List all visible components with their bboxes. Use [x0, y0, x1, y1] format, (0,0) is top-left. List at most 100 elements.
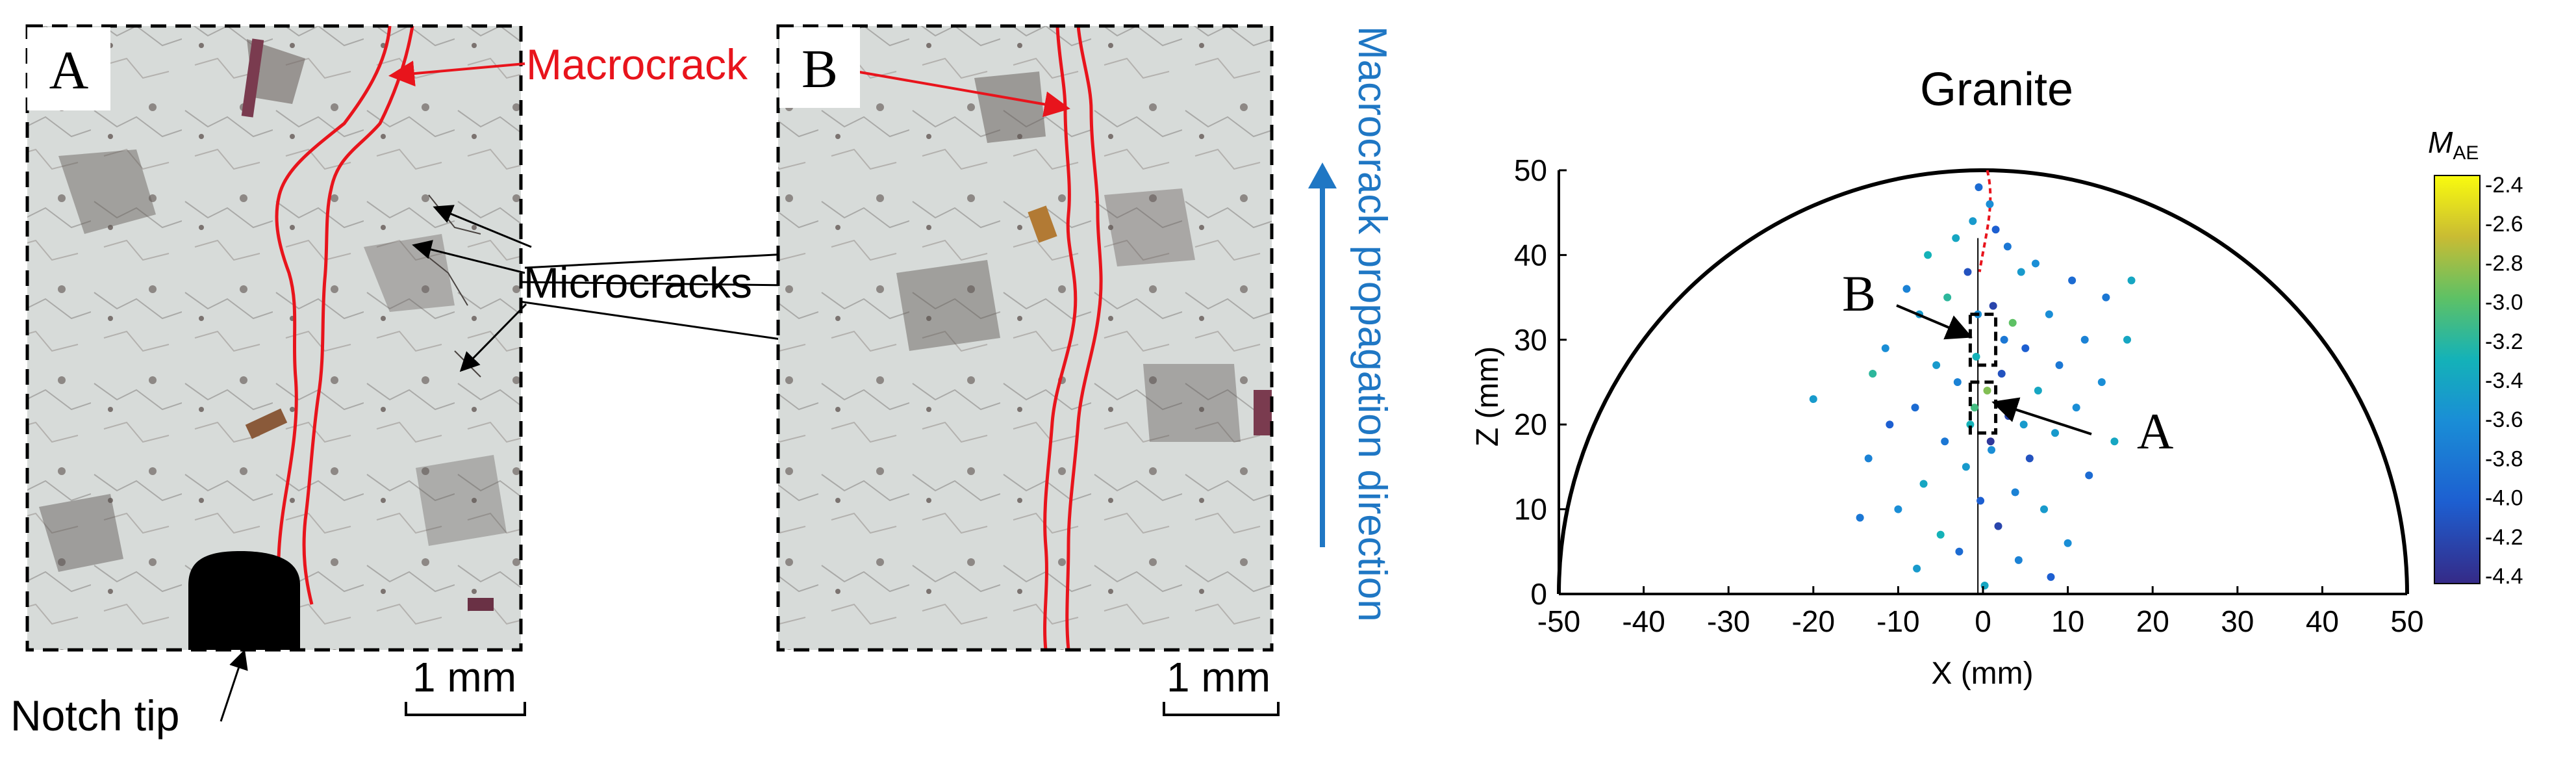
- ae-event-point: [1943, 293, 1952, 302]
- ae-event-point: [1976, 497, 1985, 505]
- panel-a-micrograph: [27, 26, 521, 650]
- ae-event-point: [1894, 505, 1902, 513]
- panel-a-letter-box: [27, 27, 110, 110]
- panel-a-grain-dark-4: [39, 494, 123, 572]
- colorbar-tick-label: -3.4: [2485, 368, 2523, 393]
- x-tick-label: -10: [1876, 604, 1919, 638]
- ae-event-point: [2011, 488, 2019, 497]
- x-tick-label: 20: [2136, 604, 2169, 638]
- ae-event-point: [1864, 454, 1873, 463]
- macrocrack-label: Macrocrack: [526, 40, 748, 88]
- ae-event-point: [1952, 234, 1960, 242]
- colorbar-tick-label: -2.8: [2485, 251, 2523, 276]
- annotation-arrow-b: [1896, 304, 1973, 340]
- propagation-arrowhead: [1308, 162, 1337, 188]
- ae-event-point: [2072, 404, 2080, 412]
- x-tick-label: 0: [1975, 604, 1991, 638]
- panel-b-letter-box: [779, 27, 860, 108]
- ae-event-point: [1809, 395, 1817, 404]
- panel-a-grain-dark-5: [416, 455, 507, 546]
- panel-b-macrocrack-right: [1065, 25, 1103, 651]
- ae-event-point: [1986, 200, 1994, 209]
- ae-event-point: [1886, 420, 1894, 429]
- panel-b-letter: B: [802, 39, 838, 99]
- ae-event-point: [2047, 573, 2055, 581]
- ae-event-point: [2040, 505, 2049, 513]
- notch-tip-label: Notch tip: [10, 691, 179, 740]
- macrocrack-arrow-a: [388, 60, 525, 87]
- x-tick-label: -40: [1622, 604, 1665, 638]
- ae-event-point: [2021, 344, 2030, 352]
- macrocrack-arrow-b: [855, 70, 1070, 118]
- panel-a-biotite-1: [241, 38, 264, 118]
- panel-b-scale-label: 1 mm: [1167, 654, 1270, 701]
- panel-a-macrocrack-left: [275, 25, 392, 605]
- x-tick-label: -50: [1537, 604, 1580, 638]
- x-tick-label: -20: [1792, 604, 1835, 638]
- panel-b-grain-dark-2: [896, 260, 1000, 351]
- y-tick-label: 50: [1514, 153, 1547, 187]
- microcrack-arrow-3: [459, 303, 527, 372]
- ae-event-point: [2064, 539, 2072, 547]
- panel-a-biotite-3: [468, 598, 494, 611]
- panel-b-scale-bar: [1163, 702, 1280, 716]
- ae-event-point: [1975, 183, 1983, 192]
- ae-event-point: [1989, 302, 1997, 310]
- colorbar-tick-label: -3.8: [2485, 446, 2523, 471]
- chart-title: Granite: [1920, 64, 2073, 116]
- ae-event-point: [1919, 480, 1928, 488]
- panel-a-letter: A: [49, 40, 89, 101]
- annotation-label-a: A: [2137, 403, 2173, 459]
- colorbar: MAE -2.4 -2.6 -2.8 -3.0 -3.2 -3.4 -3.6 -3.8 -4.0…: [2428, 125, 2523, 589]
- colorbar-tick-label: -3.6: [2485, 407, 2523, 432]
- ae-event-point: [1962, 463, 1970, 471]
- chart-xlabel: X (mm): [1931, 656, 2033, 691]
- y-tick-label: 0: [1530, 577, 1547, 611]
- ae-event-point: [1869, 369, 1877, 378]
- colorbar-tick-label: -4.4: [2485, 564, 2523, 589]
- annotation-label-b: B: [1842, 265, 1876, 322]
- ae-event-point: [2085, 471, 2093, 480]
- ae-event-point: [1986, 437, 1995, 446]
- ae-event-point: [2068, 276, 2077, 285]
- panel-b-biotite-1: [1254, 390, 1272, 435]
- ae-event-point: [2004, 412, 2013, 420]
- x-tick-label: -30: [1707, 604, 1750, 638]
- ae-event-point: [1972, 352, 1980, 361]
- ae-event-point: [1980, 581, 1989, 589]
- ae-event-point: [1881, 344, 1889, 352]
- ae-event-point: [2008, 318, 2017, 327]
- ae-event-point: [1913, 564, 1921, 573]
- chart-background: [1461, 13, 2566, 760]
- y-tick-label: 10: [1514, 493, 1547, 526]
- x-tick-label: 10: [2051, 604, 2084, 638]
- ae-event-point: [2051, 429, 2060, 437]
- colorbar-tick-label: -3.2: [2485, 329, 2523, 354]
- panel-a-macrocrack-right: [302, 25, 414, 605]
- ae-event-point: [2031, 259, 2039, 268]
- colorbar-label-sub: AE: [2453, 142, 2479, 164]
- ae-event-point: [1970, 404, 1978, 412]
- colorbar-tick-label: -2.6: [2485, 212, 2523, 237]
- ae-event-point: [1969, 217, 1977, 226]
- x-tick-label: 30: [2221, 604, 2254, 638]
- panel-b-grain-dark-3: [1104, 188, 1195, 266]
- ae-event-point: [1988, 446, 1996, 454]
- colorbar-tick-label: -2.4: [2485, 173, 2523, 198]
- ae-event-point: [2110, 437, 2119, 446]
- ae-event-point: [2097, 378, 2106, 386]
- ae-event-point: [1932, 361, 1941, 369]
- panel-a-scale-label: 1 mm: [412, 654, 516, 701]
- microcrack-arrow-1: [433, 205, 532, 248]
- y-tick-label: 30: [1514, 323, 1547, 357]
- panel-b-border: [776, 24, 1274, 652]
- panel-b: B 1 mm: [776, 24, 1280, 716]
- ae-event-point: [1953, 378, 1962, 386]
- ae-event-point: [1964, 268, 1972, 276]
- ae-event-point: [1924, 251, 1932, 259]
- ae-event-point: [1955, 547, 1964, 556]
- propagation-label: Macrocrack propagation direction: [1350, 26, 1395, 622]
- ae-event-point: [1997, 369, 2006, 378]
- ae-event-point: [2025, 454, 2034, 463]
- chart-plot-area: [1557, 168, 2409, 595]
